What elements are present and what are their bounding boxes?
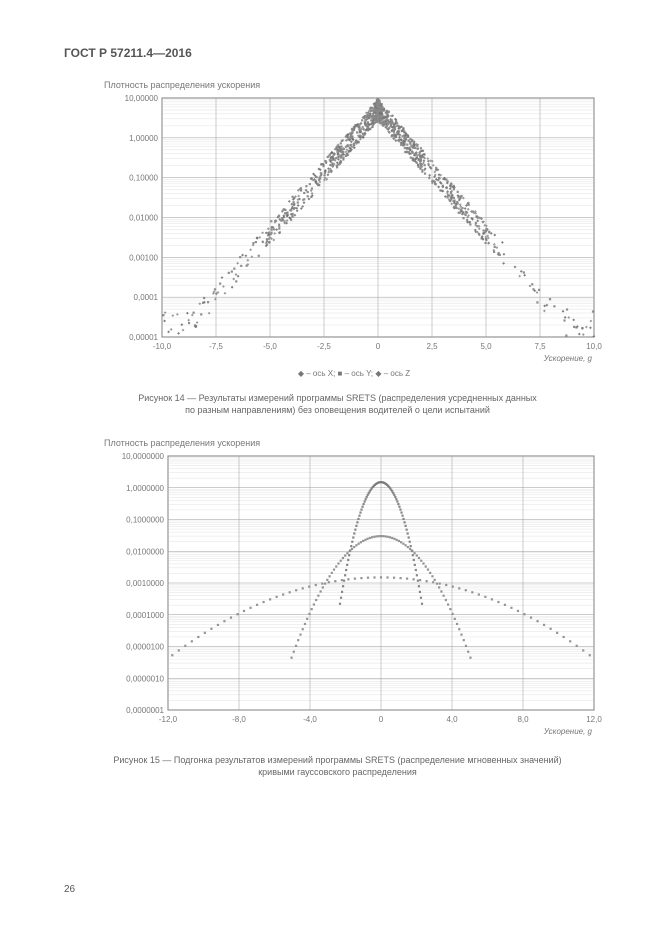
- svg-text:-4,0: -4,0: [303, 715, 317, 724]
- svg-text:-8,0: -8,0: [232, 715, 246, 724]
- chart2-wrap: 0,0000001 0,0000010 0,0000100 0,0001000 0,00…: [104, 450, 604, 740]
- document-title: ГОСТ Р 57211.4—2016: [64, 46, 611, 60]
- svg-text:0,00001: 0,00001: [129, 333, 158, 342]
- svg-text:0,10000: 0,10000: [129, 174, 158, 183]
- svg-text:0,1000000: 0,1000000: [126, 516, 164, 525]
- svg-text:-2,5: -2,5: [317, 342, 331, 351]
- svg-text:5,0: 5,0: [480, 342, 492, 351]
- svg-text:10,0000000: 10,0000000: [122, 452, 165, 461]
- svg-text:8,0: 8,0: [517, 715, 529, 724]
- svg-text:0,0010000: 0,0010000: [126, 579, 164, 588]
- figure14-caption-l2: по разным направлениям) без оповещения в…: [185, 405, 490, 415]
- svg-text:4,0: 4,0: [446, 715, 458, 724]
- figure14-caption: Рисунок 14 — Результаты измерений програ…: [84, 392, 591, 416]
- svg-text:Ускорение, g: Ускорение, g: [543, 727, 593, 736]
- svg-text:7,5: 7,5: [534, 342, 546, 351]
- svg-text:0,00100: 0,00100: [129, 253, 158, 262]
- svg-text:0,0000001: 0,0000001: [126, 706, 164, 715]
- chart1: 0,00001 0,0001 0,00100 0,01000 0,10000 1,0000…: [104, 92, 604, 367]
- figure14-caption-l1: Рисунок 14 — Результаты измерений програ…: [138, 393, 537, 403]
- chart2-ytitle: Плотность распределения ускорения: [104, 438, 611, 448]
- svg-text:12,0: 12,0: [586, 715, 602, 724]
- chart1-legend: ◆ – ось X; ■ – ось Y; ◆ – ось Z: [104, 369, 604, 378]
- svg-text:-12,0: -12,0: [159, 715, 178, 724]
- figure15-caption-l1: Рисунок 15 — Подгонка результатов измере…: [113, 755, 561, 765]
- svg-text:Ускорение, g: Ускорение, g: [543, 354, 593, 363]
- figure15-caption: Рисунок 15 — Подгонка результатов измере…: [84, 754, 591, 778]
- page-number: 26: [64, 884, 75, 895]
- svg-text:1,00000: 1,00000: [129, 134, 158, 143]
- svg-text:0,0001000: 0,0001000: [126, 611, 164, 620]
- svg-text:0,01000: 0,01000: [129, 214, 158, 223]
- svg-text:0,0000100: 0,0000100: [126, 643, 164, 652]
- svg-text:0,0001: 0,0001: [134, 293, 159, 302]
- svg-text:0: 0: [376, 342, 381, 351]
- chart2: 0,0000001 0,0000010 0,0000100 0,0001000 0,00…: [104, 450, 604, 740]
- svg-text:1,0000000: 1,0000000: [126, 484, 164, 493]
- svg-text:-5,0: -5,0: [263, 342, 277, 351]
- svg-text:0,0100000: 0,0100000: [126, 548, 164, 557]
- chart1-wrap: 0,00001 0,0001 0,00100 0,01000 0,10000 1,0000…: [104, 92, 604, 367]
- svg-text:2,5: 2,5: [426, 342, 438, 351]
- figure15-caption-l2: кривыми гауссовского распределения: [258, 767, 417, 777]
- svg-text:0,0000010: 0,0000010: [126, 675, 164, 684]
- svg-text:10,0: 10,0: [586, 342, 602, 351]
- svg-text:-7,5: -7,5: [209, 342, 223, 351]
- page: ГОСТ Р 57211.4—2016 Плотность распределе…: [0, 0, 661, 935]
- chart1-ytitle: Плотность распределения ускорения: [104, 80, 611, 90]
- svg-text:-10,0: -10,0: [153, 342, 172, 351]
- svg-text:0: 0: [379, 715, 384, 724]
- svg-text:10,00000: 10,00000: [125, 94, 159, 103]
